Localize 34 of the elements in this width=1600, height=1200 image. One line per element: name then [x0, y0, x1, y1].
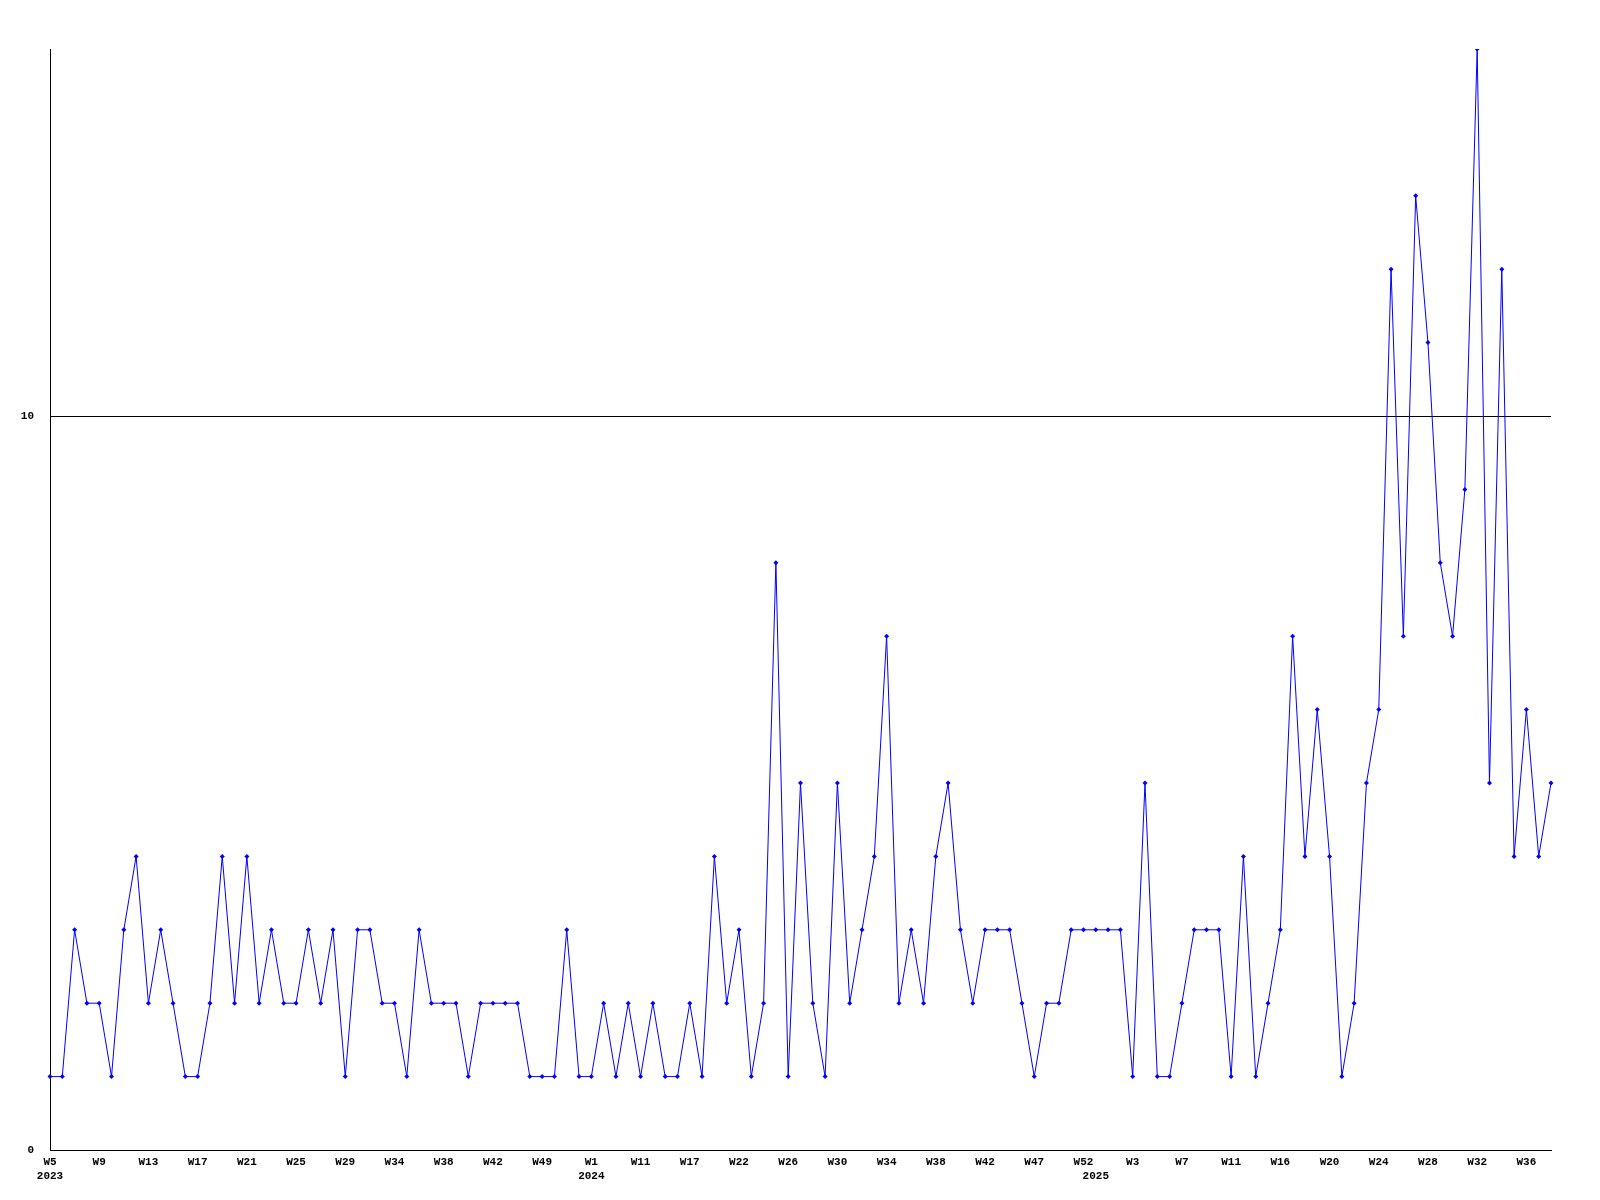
x-tick-label: 2025 — [1082, 1169, 1110, 1182]
x-tick-label: W24 — [1368, 1156, 1390, 1169]
x-tick-label: W25 — [286, 1156, 307, 1169]
x-tick-label: W17 — [187, 1156, 208, 1169]
y-tick-label: 0 — [27, 1143, 34, 1156]
y-tick-label: 10 — [20, 409, 34, 422]
x-tick-label: W38 — [925, 1156, 947, 1169]
x-tick-label: W36 — [1516, 1156, 1537, 1169]
x-tick-label: W34 — [384, 1156, 405, 1169]
x-tick-label: W17 — [679, 1156, 700, 1169]
x-tick-label: W42 — [483, 1156, 503, 1169]
x-tick-label: W52 — [1073, 1156, 1094, 1169]
x-tick-label: W42 — [975, 1156, 995, 1169]
x-tick-label: W30 — [827, 1156, 848, 1169]
x-tick-label: W11 — [1221, 1156, 1242, 1169]
x-tick-label: W28 — [1418, 1156, 1439, 1169]
x-tick-label: W49 — [532, 1156, 553, 1169]
x-tick-label: W13 — [138, 1156, 159, 1169]
x-tick-label: W38 — [433, 1156, 454, 1169]
x-tick-label: W7 — [1175, 1156, 1189, 1169]
x-tick-label: W34 — [876, 1156, 897, 1169]
x-tick-label: W16 — [1270, 1156, 1291, 1169]
x-tick-label: W9 — [92, 1156, 106, 1169]
x-tick-label: W26 — [778, 1156, 799, 1169]
x-tick-label: W22 — [729, 1156, 749, 1169]
x-tick-label: W21 — [236, 1156, 258, 1169]
x-tick-label: W47 — [1024, 1156, 1045, 1169]
x-tick-label: W32 — [1467, 1156, 1488, 1169]
x-tick-label: W20 — [1319, 1156, 1340, 1169]
x-tick-label: W1 2024 — [578, 1156, 605, 1182]
x-tick-label: W5 2023 — [36, 1156, 64, 1182]
x-tick-label: W29 — [335, 1156, 356, 1169]
x-tick-label: W11 — [630, 1156, 651, 1169]
x-tick-label: W3 — [1126, 1156, 1140, 1169]
